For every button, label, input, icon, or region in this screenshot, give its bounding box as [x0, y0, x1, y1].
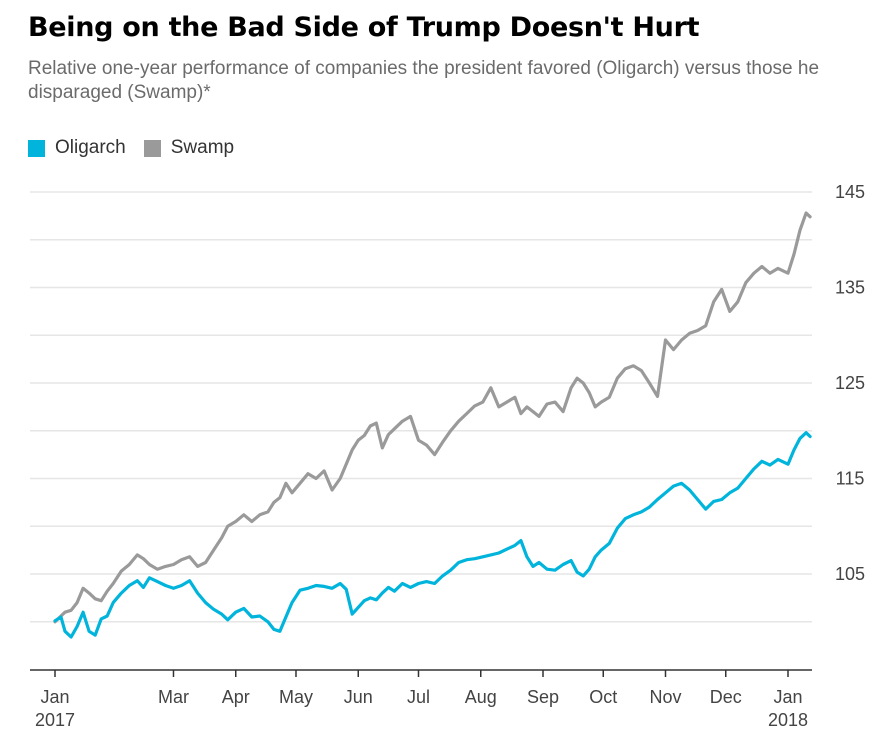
- x-tick-label: Jan: [773, 687, 802, 707]
- x-tick-label: Nov: [649, 687, 681, 707]
- x-tick-year-label: 2017: [35, 710, 75, 730]
- legend-item-swamp: Swamp: [143, 137, 235, 159]
- series-line-oligarch: [53, 431, 812, 639]
- y-tick-label: 145: [835, 182, 865, 202]
- x-tick-label: Jan: [40, 687, 69, 707]
- x-tick-label: Aug: [465, 687, 497, 707]
- chart-title: Being on the Bad Side of Trump Doesn't H…: [28, 12, 700, 43]
- x-tick-label: Jul: [407, 687, 430, 707]
- x-tick-label: Sep: [527, 687, 559, 707]
- x-tick-label: Apr: [222, 687, 250, 707]
- x-tick-label: Mar: [158, 687, 189, 707]
- y-tick-label: 105: [835, 564, 865, 584]
- legend-item-oligarch: Oligarch: [28, 137, 126, 159]
- legend-swatch-swamp: [143, 139, 161, 157]
- y-tick-label: 125: [835, 373, 865, 393]
- x-tick-label: Jun: [344, 687, 373, 707]
- y-tick-label: 115: [836, 469, 865, 489]
- x-tick-label: Dec: [710, 687, 742, 707]
- y-tick-label: 135: [835, 278, 865, 298]
- x-axis: Jan 2017 Mar Apr May Jun Jul Aug Sep Oct Nov Dec Jan…: [35, 670, 808, 730]
- series-line-swamp: [53, 211, 812, 624]
- legend-label-oligarch: Oligarch: [55, 137, 126, 158]
- y-axis: 105 115 125 135 145: [835, 182, 865, 584]
- gridlines: [30, 191, 812, 671]
- x-tick-label: Oct: [589, 687, 617, 707]
- chart-subtitle: Relative one-year performance of compani…: [28, 58, 820, 103]
- legend-label-swamp: Swamp: [170, 137, 235, 158]
- series-lines: [53, 211, 812, 639]
- legend-swatch-oligarch: [28, 139, 45, 157]
- x-tick-year-label: 2018: [768, 710, 808, 730]
- x-tick-label: May: [279, 687, 313, 707]
- chart-legend: Oligarch Swamp: [28, 137, 252, 159]
